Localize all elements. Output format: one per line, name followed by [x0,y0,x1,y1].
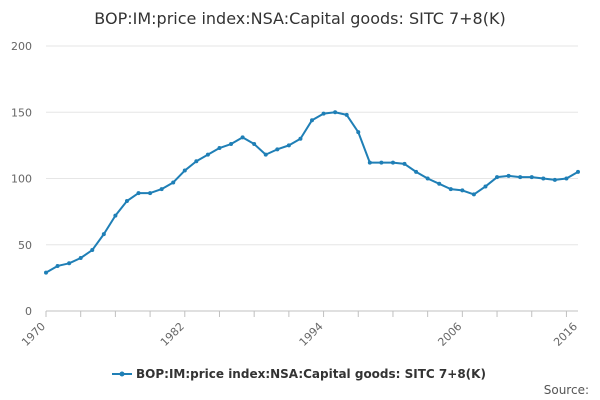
data-point[interactable] [541,176,546,181]
data-point[interactable] [298,136,303,141]
data-point[interactable] [78,256,83,260]
data-point[interactable] [414,169,419,174]
x-tick-label: 1970 [19,320,48,349]
y-tick-label: 50 [18,239,32,252]
data-point[interactable] [495,175,500,180]
y-tick-label: 150 [11,106,32,119]
axis-layer: 0 50 100 150 200 1970 1982 1994 2006 2016 [11,40,580,349]
data-point[interactable] [448,187,453,192]
data-point[interactable] [159,187,164,192]
data-point[interactable] [124,199,129,204]
data-point[interactable] [333,110,338,115]
data-point[interactable] [90,248,95,253]
data-point[interactable] [437,181,442,186]
y-tick-label: 0 [25,305,32,318]
data-point[interactable] [205,152,210,157]
series-line [45,111,579,274]
data-point[interactable] [229,142,234,147]
data-point[interactable] [367,160,372,165]
grid-layer [46,45,578,312]
data-point[interactable] [344,112,349,117]
x-tick-label: 2016 [551,320,580,349]
data-point[interactable] [240,135,245,140]
data-point[interactable] [379,160,384,165]
data-point[interactable] [425,176,430,181]
chart-title: BOP:IM:price index:NSA:Capital goods: SI… [94,9,505,28]
data-point[interactable] [506,173,511,178]
series-layer [44,110,580,275]
data-point[interactable] [356,130,361,135]
data-point[interactable] [310,118,314,123]
y-tick-label: 100 [11,173,32,186]
data-point[interactable] [67,261,72,266]
data-point[interactable] [471,192,476,197]
data-point[interactable] [44,270,48,275]
x-tick-label: 1982 [158,320,187,349]
data-point[interactable] [101,232,106,237]
data-point[interactable] [518,175,523,180]
data-point[interactable] [564,176,569,181]
data-point[interactable] [194,159,199,164]
data-point[interactable] [148,191,153,196]
data-point[interactable] [113,213,118,218]
data-point[interactable] [390,160,395,165]
data-point[interactable] [275,147,280,152]
data-point[interactable] [217,146,222,151]
data-point[interactable] [460,188,465,193]
data-point[interactable] [136,191,141,196]
data-point[interactable] [483,184,488,189]
data-point[interactable] [252,142,257,147]
data-point[interactable] [286,143,291,148]
legend[interactable]: BOP:IM:price index:NSA:Capital goods: SI… [112,367,486,381]
data-point[interactable] [402,161,407,166]
data-point[interactable] [263,152,268,157]
data-point[interactable] [55,263,60,268]
data-point[interactable] [182,168,187,173]
x-tick-label: 2006 [435,320,464,349]
legend-label[interactable]: BOP:IM:price index:NSA:Capital goods: SI… [136,367,486,381]
source-credit: Source: [544,383,589,397]
data-point[interactable] [552,177,557,182]
data-point[interactable] [321,111,326,116]
data-point[interactable] [576,169,580,174]
data-point[interactable] [529,175,534,180]
x-tick-label: 1994 [297,320,326,349]
legend-point-marker [119,371,125,377]
y-tick-label: 200 [11,40,32,53]
data-point[interactable] [171,180,176,185]
